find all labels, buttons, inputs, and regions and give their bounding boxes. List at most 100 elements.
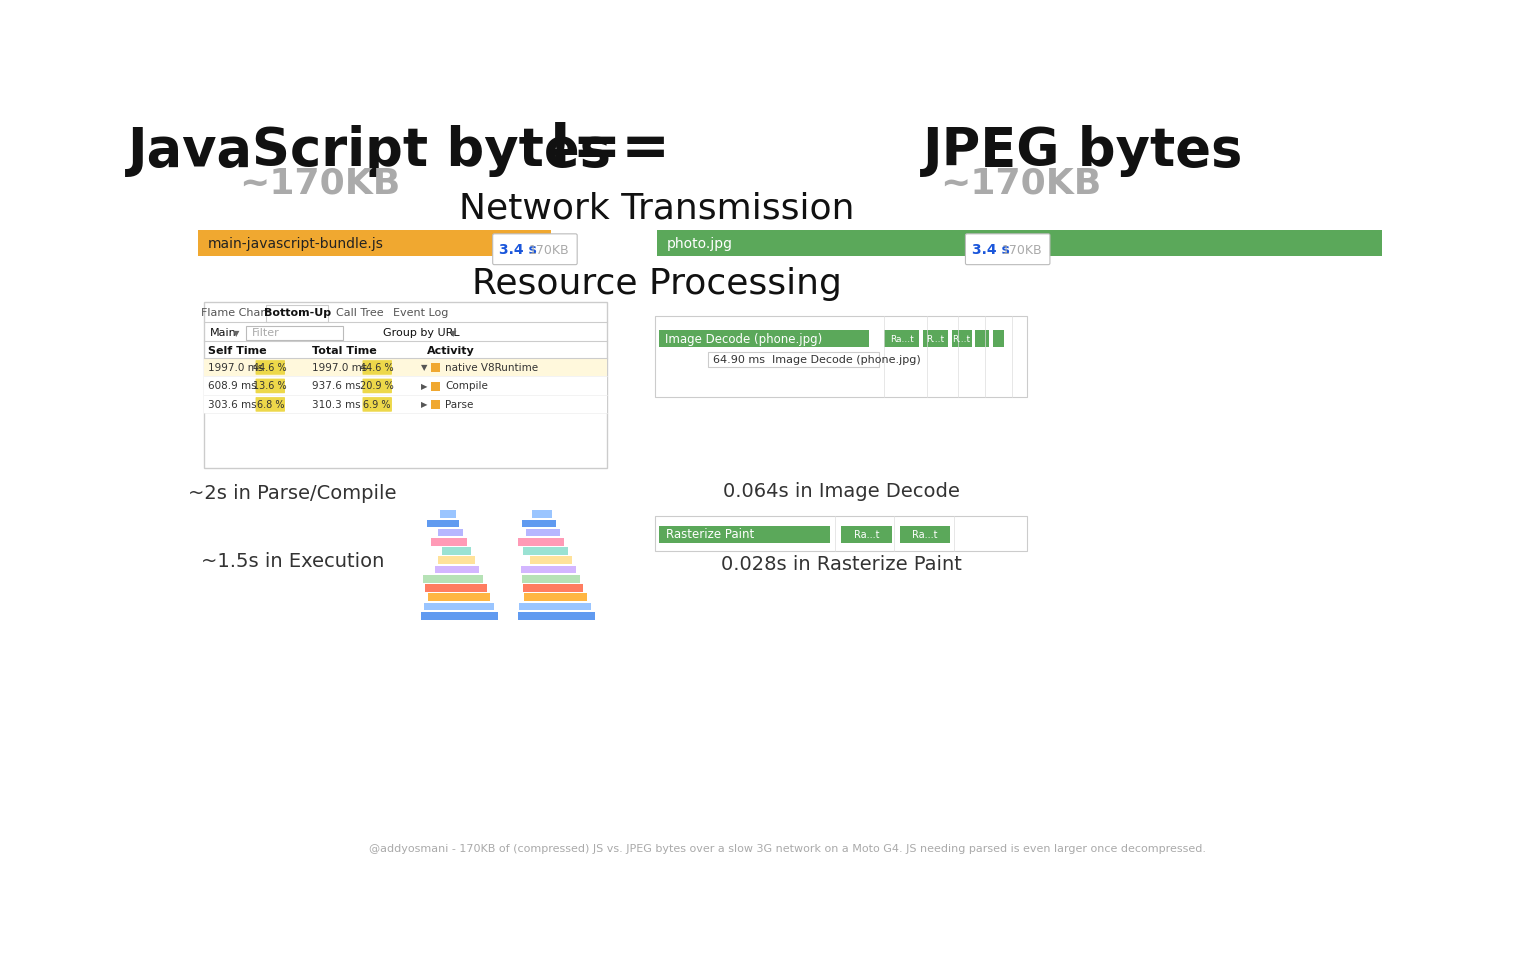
Text: JavaScript bytes: JavaScript bytes <box>127 125 613 177</box>
FancyBboxPatch shape <box>442 547 472 555</box>
Text: photo.jpg: photo.jpg <box>667 237 733 250</box>
Text: ▼: ▼ <box>450 329 456 337</box>
FancyBboxPatch shape <box>656 316 1028 397</box>
Text: ~170KB: ~170KB <box>240 166 401 201</box>
Text: 0.064s in Image Decode: 0.064s in Image Decode <box>723 483 960 501</box>
FancyBboxPatch shape <box>266 305 329 322</box>
FancyBboxPatch shape <box>966 234 1051 265</box>
FancyBboxPatch shape <box>659 330 868 347</box>
Text: 6.8 %: 6.8 % <box>257 399 284 410</box>
FancyBboxPatch shape <box>421 612 498 620</box>
Text: JPEG bytes: JPEG bytes <box>923 125 1244 177</box>
FancyBboxPatch shape <box>424 602 495 610</box>
FancyBboxPatch shape <box>204 303 607 468</box>
Text: 13.6 %: 13.6 % <box>253 381 287 392</box>
Text: ▼: ▼ <box>421 364 427 372</box>
FancyBboxPatch shape <box>522 575 579 583</box>
Text: 0.028s in Rasterize Paint: 0.028s in Rasterize Paint <box>720 555 962 573</box>
Text: Group by URL: Group by URL <box>384 328 461 338</box>
Text: 303.6 ms: 303.6 ms <box>207 399 257 410</box>
FancyBboxPatch shape <box>518 612 594 620</box>
FancyBboxPatch shape <box>992 330 1005 347</box>
FancyBboxPatch shape <box>204 395 607 413</box>
Text: 170KB: 170KB <box>528 244 570 256</box>
Text: Flame Chart: Flame Chart <box>201 308 269 318</box>
Text: 937.6 ms: 937.6 ms <box>312 381 361 392</box>
Text: 20.9 %: 20.9 % <box>361 381 395 392</box>
Text: 6.9 %: 6.9 % <box>364 399 392 410</box>
FancyBboxPatch shape <box>923 330 948 347</box>
Text: 44.6 %: 44.6 % <box>253 363 287 373</box>
FancyBboxPatch shape <box>522 584 584 592</box>
FancyBboxPatch shape <box>427 594 490 601</box>
Text: 64.90 ms  Image Decode (phone.jpg): 64.90 ms Image Decode (phone.jpg) <box>713 355 920 366</box>
Text: Call Tree: Call Tree <box>335 308 382 318</box>
FancyBboxPatch shape <box>255 397 286 412</box>
Text: Self Time: Self Time <box>207 346 266 356</box>
FancyBboxPatch shape <box>425 584 487 592</box>
Text: 170KB: 170KB <box>1001 244 1043 256</box>
Text: 310.3 ms: 310.3 ms <box>312 399 361 410</box>
Text: Resource Processing: Resource Processing <box>472 267 842 301</box>
Text: Bottom-Up: Bottom-Up <box>264 308 330 318</box>
FancyBboxPatch shape <box>975 330 989 347</box>
FancyBboxPatch shape <box>530 556 571 564</box>
FancyBboxPatch shape <box>659 526 829 542</box>
Text: R...t: R...t <box>952 335 971 344</box>
FancyBboxPatch shape <box>427 519 459 527</box>
FancyBboxPatch shape <box>432 538 467 545</box>
FancyBboxPatch shape <box>430 382 439 391</box>
FancyBboxPatch shape <box>522 519 556 527</box>
Text: Compile: Compile <box>445 381 488 392</box>
FancyBboxPatch shape <box>198 230 551 256</box>
Text: Main: Main <box>210 328 237 338</box>
FancyBboxPatch shape <box>493 234 578 265</box>
FancyBboxPatch shape <box>708 352 879 367</box>
Text: 1997.0 ms: 1997.0 ms <box>207 363 263 373</box>
FancyBboxPatch shape <box>885 330 919 347</box>
FancyBboxPatch shape <box>656 516 1028 551</box>
Text: 608.9 ms: 608.9 ms <box>207 381 257 392</box>
Text: Ra...t: Ra...t <box>889 335 914 344</box>
FancyBboxPatch shape <box>246 326 343 340</box>
FancyBboxPatch shape <box>362 397 392 412</box>
FancyBboxPatch shape <box>521 566 576 573</box>
Text: Parse: Parse <box>445 399 473 410</box>
Text: main-javascript-bundle.js: main-javascript-bundle.js <box>207 237 384 250</box>
FancyBboxPatch shape <box>255 379 286 394</box>
Text: R...t: R...t <box>926 335 945 344</box>
Text: Rasterize Paint: Rasterize Paint <box>667 528 754 542</box>
Text: ▶: ▶ <box>421 382 427 391</box>
Text: 1997.0 ms: 1997.0 ms <box>312 363 367 373</box>
Text: Image Decode (phone.jpg): Image Decode (phone.jpg) <box>665 333 822 346</box>
FancyBboxPatch shape <box>657 230 1029 256</box>
FancyBboxPatch shape <box>430 400 439 409</box>
Text: Event Log: Event Log <box>393 308 449 318</box>
Text: 3.4 s: 3.4 s <box>972 243 1009 257</box>
FancyBboxPatch shape <box>533 511 553 518</box>
Text: Filter: Filter <box>252 328 280 338</box>
FancyBboxPatch shape <box>900 526 949 542</box>
FancyBboxPatch shape <box>951 330 972 347</box>
FancyBboxPatch shape <box>518 538 564 545</box>
Text: Activity: Activity <box>427 346 475 356</box>
Text: ~2s in Parse/Compile: ~2s in Parse/Compile <box>189 484 396 503</box>
FancyBboxPatch shape <box>204 358 607 376</box>
Text: 3.4 s: 3.4 s <box>499 243 536 257</box>
Text: ▶: ▶ <box>421 400 427 409</box>
FancyBboxPatch shape <box>430 364 439 372</box>
Text: ~170KB: ~170KB <box>940 166 1101 201</box>
FancyBboxPatch shape <box>362 379 392 394</box>
Text: native V8Runtime: native V8Runtime <box>445 363 539 373</box>
FancyBboxPatch shape <box>422 575 482 583</box>
FancyBboxPatch shape <box>204 376 607 395</box>
FancyBboxPatch shape <box>519 602 591 610</box>
FancyBboxPatch shape <box>842 526 892 542</box>
Text: !==: !== <box>547 120 671 177</box>
Text: Ra...t: Ra...t <box>854 530 880 540</box>
FancyBboxPatch shape <box>1029 230 1382 256</box>
FancyBboxPatch shape <box>435 566 479 573</box>
Text: ▼: ▼ <box>233 329 240 337</box>
Text: Ra...t: Ra...t <box>912 530 937 540</box>
Text: ~1.5s in Execution: ~1.5s in Execution <box>201 551 384 571</box>
